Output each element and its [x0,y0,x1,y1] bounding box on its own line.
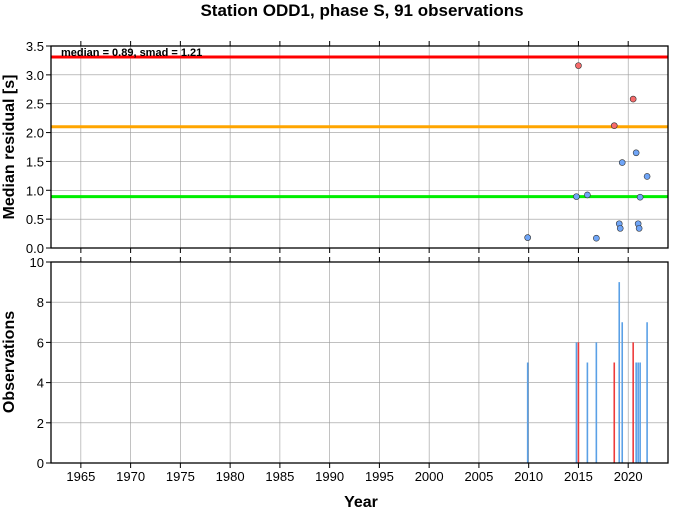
x-tick-label-1990: 1990 [315,469,344,484]
residual-point-14 [643,173,651,180]
residual-point-3 [584,191,591,199]
outlier-point-9 [629,95,637,103]
residual-point-10 [632,149,640,157]
x-tick-label-2000: 2000 [415,469,444,484]
residual-y-tick-label-3.5: 3.5 [26,39,44,54]
residual-point-12 [635,225,643,232]
residual-point-13 [636,193,644,201]
residual-y-axis-label: Median residual [s] [1,75,18,220]
observations-panel: 0 2 4 6 8 10 1965 1970 1975 1980 1985 1990 1995 2000… [1,255,669,511]
observations-y-ticks: 0 2 4 6 8 10 [30,255,44,471]
residual-point-0 [524,234,531,241]
x-tick-label-1970: 1970 [116,469,145,484]
x-tick-label-2015: 2015 [564,469,593,484]
outlier-point-2 [575,62,582,69]
residual-y-tick-label-1.5: 1.5 [26,154,44,169]
residual-points [524,62,651,242]
observations-grid [46,257,668,468]
observations-y-tick-label-2: 2 [37,416,44,431]
chart-title: Station ODD1, phase S, 91 observations [200,1,523,20]
observations-y-tick-label-0: 0 [37,456,44,471]
outlier-point-5 [610,122,618,129]
x-tick-label-1995: 1995 [365,469,394,484]
observations-y-tick-label-6: 6 [37,335,44,350]
residual-point-1 [573,193,580,200]
residual-plot-frame [50,45,669,249]
residual-y-tick-label-2.5: 2.5 [26,97,44,112]
residual-y-tick-label-0.5: 0.5 [26,212,44,227]
residual-y-tick-label-2.0: 2.0 [26,126,44,141]
residual-y-tick-label-0.0: 0.0 [26,241,44,256]
x-tick-label-1980: 1980 [216,469,245,484]
x-tick-label-1985: 1985 [265,469,294,484]
reference-lines [51,55,668,199]
residual-grid [46,41,668,253]
residual-point-4 [593,234,600,242]
x-tick-label-2010: 2010 [514,469,543,484]
residual-y-ticks: 0.0 0.5 1.0 1.5 2.0 2.5 3.0 3.5 [26,39,44,256]
x-tick-label-1965: 1965 [66,469,95,484]
observations-y-tick-label-4: 4 [37,376,44,391]
residual-point-7 [616,225,624,232]
residual-panel: 0.0 0.5 1.0 1.5 2.0 2.5 3.0 3.5 median = 0.89, … [1,39,669,256]
x-tick-label-2005: 2005 [464,469,493,484]
observations-y-axis-label: Observations [1,311,18,413]
observations-y-tick-label-8: 8 [37,295,44,310]
x-tick-label-2020: 2020 [614,469,643,484]
residual-y-tick-label-1.0: 1.0 [26,183,44,198]
observations-plot-frame [50,261,669,464]
residual-point-8 [618,159,626,166]
year-x-ticks: 1965 1970 1975 1980 1985 1990 1995 2000 2005 2010… [66,469,642,484]
median-smad-annotation: median = 0.89, smad = 1.21 [61,47,202,59]
residual-y-tick-label-3.0: 3.0 [26,68,44,83]
observation-bars [526,282,648,463]
year-x-axis-label: Year [344,494,378,511]
x-tick-label-1975: 1975 [166,469,195,484]
observations-y-tick-label-10: 10 [30,255,44,270]
